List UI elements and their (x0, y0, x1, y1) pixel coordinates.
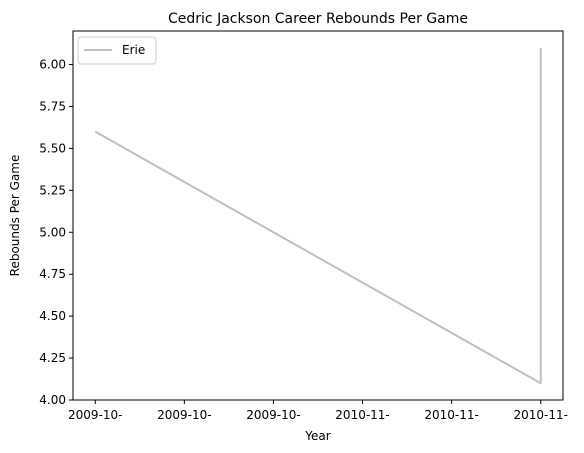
x-axis-ticks: 2009-10- 2009-10- 2009-10- 2010-11- 2010-11-… (68, 400, 568, 422)
plot-area (73, 31, 563, 400)
x-tick-label: 2010-11- (424, 408, 478, 422)
plot-frame (72, 30, 564, 401)
chart-title: Cedric Jackson Career Rebounds Per Game (168, 11, 468, 27)
legend-box (77, 36, 157, 65)
y-axis-ticks: 4.00 4.25 4.50 4.75 5.00 5.25 5.50 5.75 6.00 (39, 58, 73, 407)
y-tick-label: 5.00 (39, 225, 66, 239)
series-layer (94, 47, 542, 385)
x-tick-label: 2009-10- (68, 408, 122, 422)
y-tick-label: 4.25 (39, 351, 66, 365)
y-tick-label: 4.75 (39, 267, 66, 281)
y-tick-label: 5.25 (39, 183, 66, 197)
legend-label-erie: Erie (122, 43, 145, 57)
legend: Erie (77, 36, 157, 65)
y-tick-label: 6.00 (39, 58, 66, 72)
x-tick-label: 2010-11- (513, 408, 567, 422)
y-tick-label: 4.00 (39, 393, 66, 407)
y-tick-label: 5.75 (39, 99, 66, 113)
x-tick-label: 2010-11- (335, 408, 389, 422)
plot-background (73, 31, 563, 400)
x-tick-label: 2009-10- (157, 408, 211, 422)
x-axis-label: Year (304, 429, 330, 443)
y-tick-label: 4.50 (39, 309, 66, 323)
y-tick-label: 5.50 (39, 141, 66, 155)
y-axis-label: Rebounds Per Game (8, 155, 22, 277)
x-tick-label: 2009-10- (246, 408, 300, 422)
